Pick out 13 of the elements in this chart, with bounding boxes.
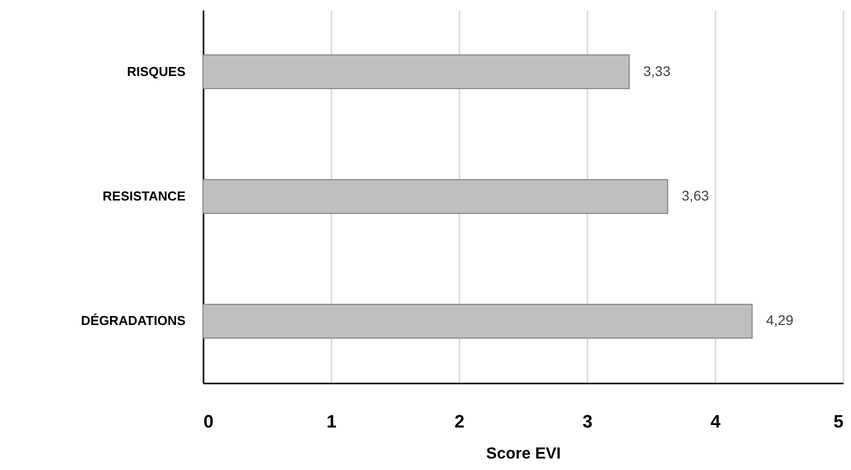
data-label: 3,33 (643, 62, 671, 79)
data-label: 3,63 (682, 188, 710, 204)
y-tick-label: RISQUES (126, 64, 186, 79)
data-label: 4,29 (766, 312, 794, 328)
x-tick-label: 1 (326, 412, 337, 432)
y-tick-label: RESISTANCE (102, 188, 186, 204)
x-tick-label: 4 (710, 412, 721, 432)
x-axis-title: Score EVI (486, 446, 561, 462)
y-tick-label: DÉGRADATIONS (81, 313, 186, 328)
x-tick-label: 3 (582, 412, 593, 432)
x-tick-label: 5 (833, 412, 844, 432)
x-tick-label: 0 (204, 412, 214, 432)
x-tick-label: 2 (454, 412, 465, 432)
